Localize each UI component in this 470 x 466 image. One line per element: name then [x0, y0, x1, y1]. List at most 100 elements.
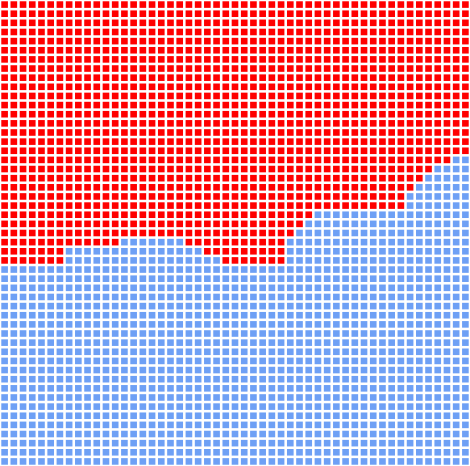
blue-cell [286, 238, 294, 246]
blue-cell [259, 412, 266, 420]
red-cell [130, 83, 137, 91]
blue-cell [379, 412, 386, 420]
blue-cell [452, 302, 460, 310]
blue-cell [148, 257, 156, 264]
blue-cell [333, 211, 340, 219]
blue-cell [185, 275, 193, 282]
blue-cell [323, 311, 331, 319]
red-cell [167, 19, 174, 27]
blue-cell [379, 375, 386, 383]
red-cell [194, 120, 202, 127]
blue-cell [323, 247, 331, 255]
red-cell [56, 174, 64, 182]
blue-cell [130, 439, 137, 447]
blue-cell [28, 284, 36, 292]
blue-cell [176, 339, 184, 346]
red-cell [351, 193, 359, 200]
blue-cell [360, 257, 368, 264]
blue-cell [305, 302, 313, 310]
red-cell [406, 129, 414, 136]
blue-cell [397, 421, 405, 429]
blue-cell [250, 458, 257, 465]
blue-cell [10, 284, 18, 292]
red-cell [351, 1, 359, 8]
blue-cell [296, 247, 303, 255]
red-cell [305, 46, 313, 54]
blue-cell [148, 302, 156, 310]
red-cell [406, 110, 414, 118]
red-cell [139, 74, 147, 81]
blue-cell [462, 238, 469, 246]
blue-cell [452, 266, 460, 273]
red-cell [47, 229, 55, 237]
blue-cell [286, 293, 294, 301]
blue-cell [443, 348, 451, 356]
red-cell [416, 101, 423, 109]
red-cell [148, 28, 156, 36]
red-cell [351, 156, 359, 164]
red-cell [176, 110, 184, 118]
red-cell [277, 101, 285, 109]
red-cell [84, 165, 91, 173]
blue-cell [425, 211, 432, 219]
blue-cell [305, 421, 313, 429]
blue-cell [462, 184, 469, 191]
red-cell [416, 65, 423, 72]
red-cell [443, 92, 451, 100]
red-cell [10, 56, 18, 63]
blue-cell [10, 385, 18, 392]
blue-cell [250, 275, 257, 282]
red-cell [443, 56, 451, 63]
red-cell [157, 37, 165, 45]
blue-cell [434, 412, 442, 420]
blue-cell [259, 366, 266, 374]
blue-cell [268, 430, 276, 438]
blue-cell [397, 284, 405, 292]
blue-cell [305, 458, 313, 465]
blue-cell [452, 275, 460, 282]
red-cell [157, 56, 165, 63]
blue-cell [277, 458, 285, 465]
red-cell [462, 65, 469, 72]
blue-cell [204, 412, 211, 420]
blue-cell [65, 330, 73, 337]
blue-cell [388, 449, 395, 456]
blue-cell [277, 430, 285, 438]
blue-cell [56, 284, 64, 292]
red-cell [148, 165, 156, 173]
blue-cell [139, 247, 147, 255]
blue-cell [296, 257, 303, 264]
red-cell [406, 1, 414, 8]
blue-cell [176, 266, 184, 273]
red-cell [277, 193, 285, 200]
blue-cell [111, 385, 119, 392]
blue-cell [360, 430, 368, 438]
red-cell [452, 19, 460, 27]
blue-cell [443, 403, 451, 410]
blue-cell [434, 184, 442, 191]
blue-cell [222, 357, 230, 365]
red-cell [84, 156, 91, 164]
blue-cell [296, 385, 303, 392]
red-cell [452, 56, 460, 63]
red-cell [351, 174, 359, 182]
red-cell [323, 101, 331, 109]
blue-cell [286, 275, 294, 282]
blue-cell [416, 220, 423, 228]
red-cell [305, 156, 313, 164]
red-cell [185, 174, 193, 182]
red-cell [443, 138, 451, 145]
red-cell [213, 147, 220, 155]
red-cell [452, 28, 460, 36]
blue-cell [75, 339, 82, 346]
red-cell [259, 156, 266, 164]
blue-cell [443, 229, 451, 237]
blue-cell [259, 449, 266, 456]
blue-cell [425, 403, 432, 410]
red-cell [28, 92, 36, 100]
red-cell [111, 138, 119, 145]
red-cell [167, 74, 174, 81]
blue-cell [130, 293, 137, 301]
red-cell [93, 238, 101, 246]
blue-cell [167, 311, 174, 319]
